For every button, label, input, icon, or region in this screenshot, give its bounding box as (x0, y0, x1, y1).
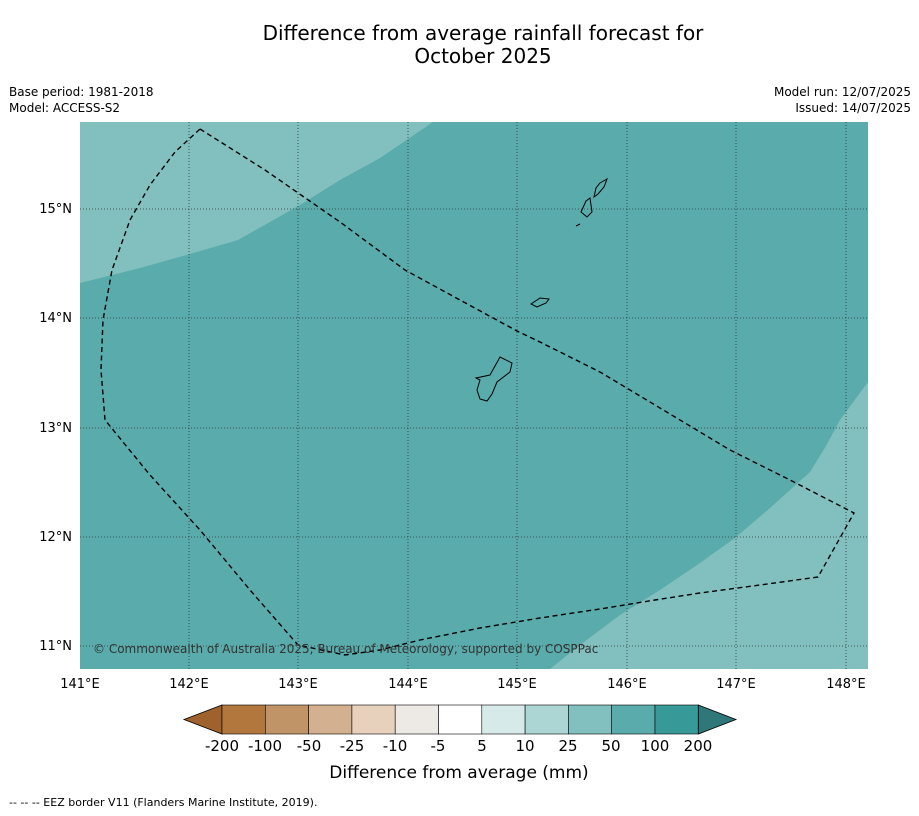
colorbar-label: -5 (431, 737, 446, 755)
issued-date: Issued: 14/07/2025 (795, 101, 911, 115)
longitude-ticks: 141°E 142°E 143°E 144°E 145°E 146°E 147°… (60, 677, 866, 692)
eez-footnote: -- -- -- EEZ border V11 (Flanders Marine… (9, 796, 318, 809)
island-rota (530, 297, 550, 308)
colorbar-segment (264, 704, 309, 735)
title-line-1: Difference from average rainfall forecas… (262, 21, 704, 45)
map-plot-area: © Commonwealth of Australia 2025, Bureau… (80, 122, 868, 669)
eez-border (100, 128, 855, 656)
model-name: Model: ACCESS-S2 (9, 101, 121, 115)
colorbar-label: 50 (601, 737, 620, 755)
lat-tick: 13°N (39, 421, 72, 436)
colorbar-segment (611, 704, 656, 735)
rainfall-band-25-50-northwest (80, 122, 433, 283)
colorbar-title: Difference from average (mm) (329, 763, 588, 783)
colorbar-label: -10 (383, 737, 408, 755)
latitude-ticks: 15°N 14°N 13°N 12°N 11°N (39, 202, 72, 654)
colorbar-segment (481, 704, 526, 735)
lon-tick: 144°E (388, 677, 428, 692)
colorbar: -200 -100 -50 -25 -10 -5 5 10 25 50 100 … (182, 704, 738, 783)
lon-tick: 148°E (826, 677, 866, 692)
lon-tick: 141°E (60, 677, 100, 692)
map-title: Difference from average rainfall forecas… (0, 22, 919, 68)
colorbar-label: 10 (515, 737, 534, 755)
copyright-notice: © Commonwealth of Australia 2025, Bureau… (93, 642, 598, 656)
colorbar-segment (524, 704, 569, 735)
lon-tick: 146°E (607, 677, 647, 692)
colorbar-segment (438, 704, 483, 735)
island-tinian (580, 197, 593, 218)
model-run: Model run: 12/07/2025 (773, 85, 911, 99)
lon-tick: 145°E (497, 677, 537, 692)
lat-tick: 12°N (39, 530, 72, 545)
island-guam (474, 356, 513, 402)
colorbar-label: 100 (641, 737, 670, 755)
island-saipan (593, 177, 608, 199)
map-figure: © Commonwealth of Australia 2025, Bureau… (39, 122, 868, 783)
lat-tick: 14°N (39, 311, 72, 326)
colorbar-segment (351, 704, 396, 735)
colorbar-segment (568, 704, 613, 735)
rainfall-band-25-50-southeast (550, 382, 868, 669)
lon-tick: 143°E (278, 677, 318, 692)
colorbar-label: -100 (248, 737, 282, 755)
colorbar-labels: -200 -100 -50 -25 -10 -5 5 10 25 50 100 … (205, 737, 712, 755)
title-line-2: October 2025 (414, 44, 552, 68)
lon-tick: 147°E (716, 677, 756, 692)
base-period: Base period: 1981-2018 (9, 85, 154, 99)
colorbar-label: -50 (297, 737, 322, 755)
colorbar-label: -25 (340, 737, 365, 755)
colorbar-segments (182, 704, 738, 735)
colorbar-label: -200 (205, 737, 239, 755)
colorbar-segment (221, 704, 266, 735)
colorbar-extend-high (697, 704, 738, 735)
lat-tick: 15°N (39, 202, 72, 217)
colorbar-label: 25 (558, 737, 577, 755)
meta-left: Base period: 1981-2018 Model: ACCESS-S2 (9, 84, 154, 116)
colorbar-segment (394, 704, 439, 735)
lat-tick: 11°N (39, 639, 72, 654)
colorbar-segment (654, 704, 699, 735)
meta-right: Model run: 12/07/2025 Issued: 14/07/2025 (774, 84, 911, 116)
colorbar-label: 200 (684, 737, 713, 755)
colorbar-segment (308, 704, 353, 735)
graticule (80, 122, 868, 669)
island-aguijan (575, 223, 581, 227)
colorbar-label: 5 (477, 737, 487, 755)
lon-tick: 142°E (169, 677, 209, 692)
colorbar-extend-low (182, 704, 223, 735)
